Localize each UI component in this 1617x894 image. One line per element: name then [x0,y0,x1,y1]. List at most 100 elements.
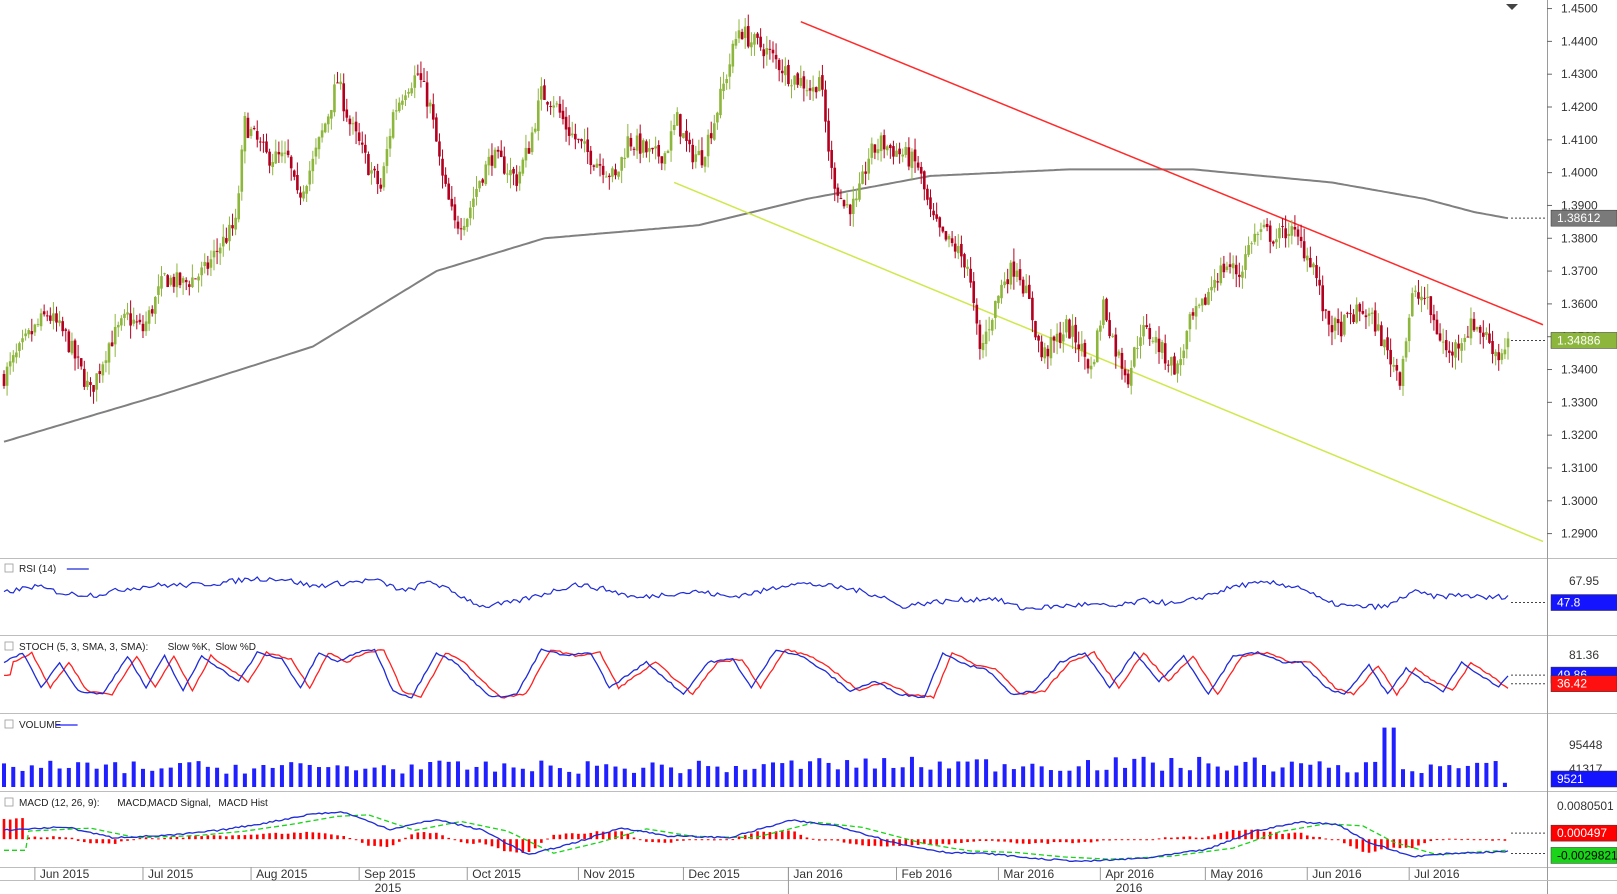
candle-body [1358,303,1362,312]
candle-body [52,313,55,322]
macd-hist-bar [1423,839,1426,844]
candle-body [926,188,929,200]
macd-hist-bar [107,839,111,844]
candle-body [194,278,197,280]
candle-body [947,235,951,240]
volume-bar [1224,770,1229,787]
candle-body [1299,236,1303,242]
candle-body [907,147,911,167]
candle-body [703,156,707,167]
month-label: Jul 2016 [1414,867,1460,881]
macd-hist-bar [373,839,376,846]
candle-body [1197,304,1201,306]
stochastic-panel: STOCH (5, 3, SMA, 3, SMA): Slow %K, Slow %… [3,641,1617,699]
candle-body [589,150,593,165]
volume-bar [548,765,553,787]
candle-body [814,87,818,93]
macd-hist-bar [645,839,648,842]
candle-body [577,138,580,140]
macd-hist-bar [27,837,31,840]
macd-hist-bar [187,836,191,840]
candle-body [1157,338,1161,353]
volume-bar [317,767,322,787]
candle-body [994,300,997,318]
volume-bar [567,771,572,787]
candle-body [1024,285,1028,294]
candle-body [978,324,982,349]
candle-body [956,246,960,254]
stoch-k-label: Slow %K, [168,642,211,653]
macd-hist-bar [447,837,451,840]
candle-body [685,130,688,141]
candle-body [997,295,1000,304]
candle-body [811,87,815,92]
candle-body [1247,245,1250,255]
candle-body [1497,352,1501,361]
macd-hist-bar [1139,839,1142,841]
candle-body [938,217,942,228]
candle-body [166,275,169,287]
volume-bar [409,764,414,787]
candle-body [916,162,920,168]
close-icon [4,797,14,807]
candle-body [512,168,515,174]
volume-bar [1438,766,1443,787]
volume-bar [1002,764,1007,787]
volume-bar [493,771,498,787]
candle-body [728,64,732,77]
price-tick-label: 1.3100 [1561,461,1598,475]
candle-body [882,135,886,150]
volume-bar [669,767,674,787]
candle-body [184,280,188,283]
candle-body [960,243,963,257]
volume-bar [289,762,294,787]
candle-body [435,117,438,142]
volume-bar [585,761,590,787]
macd-hist-bar [33,836,37,840]
volume-bar [1085,760,1090,787]
volume-bar [363,768,368,787]
volume-bar [113,762,118,787]
candle-body [1302,241,1306,259]
volume-bar [1076,766,1081,787]
candle-body [919,166,923,174]
chevron-down-icon[interactable] [1506,4,1518,10]
candle-body [187,284,191,287]
candle-body [1271,241,1275,244]
macd-hist-bar [960,839,963,843]
macd-hist-bar [45,837,49,840]
macd-hist-bar [577,833,580,840]
volume-bar [909,756,914,787]
candle-body [638,133,642,154]
candle-body [1339,321,1343,337]
candle-body [1241,271,1244,278]
macd-hist-bar [663,839,667,843]
candle-body [126,312,129,315]
candle-body [1488,333,1491,343]
candle-body [975,304,979,324]
rsi-last-badge: 47.8 [1557,596,1581,610]
macd-hist-bar [1176,837,1179,840]
candle-body [1204,297,1207,305]
volume-bar [761,764,766,787]
volume-bar [770,762,775,787]
candle-body [289,156,293,169]
candle-body [966,266,969,269]
macd-hist-bar [330,834,333,840]
candle-body [855,198,858,201]
candle-body [1392,365,1396,367]
volume-bar [48,760,53,787]
candle-body [311,158,315,172]
candle-body [299,192,302,198]
candle-body [283,152,287,154]
price-tick-label: 1.4500 [1561,2,1598,16]
macd-hist-bar [286,833,290,840]
macd-label: MACD (12, 26, 9): [19,798,100,809]
rsi-last-badge-box [1550,594,1617,611]
volume-bar [576,773,581,787]
macd-hist-bar [95,839,98,844]
sma-value-badge: 1.38612 [1557,211,1601,225]
candle-body [1395,364,1399,371]
candle-body [1352,314,1355,323]
